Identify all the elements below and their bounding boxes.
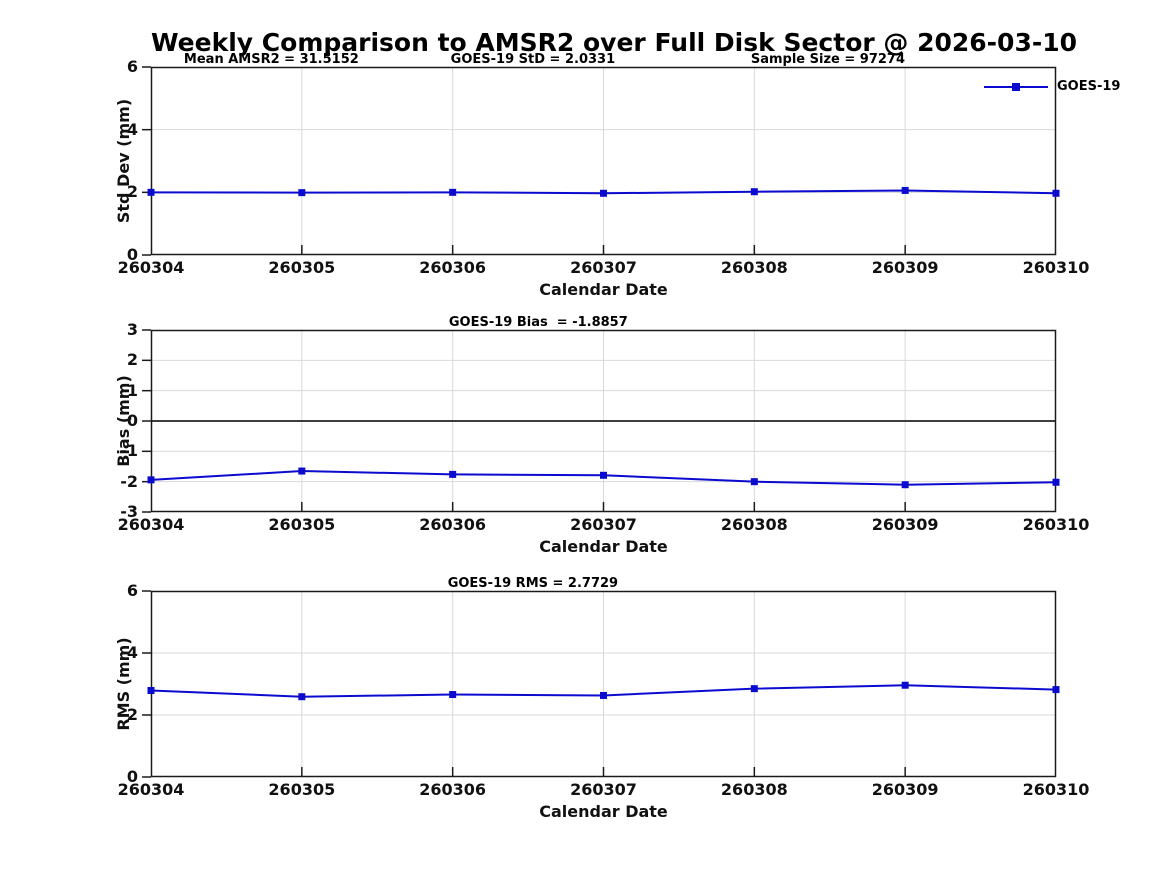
- y-tick-label: 4: [126, 643, 138, 662]
- stat-annotation: GOES-19 StD = 2.0331: [450, 52, 616, 67]
- stat-annotation: Sample Size = 97274: [750, 52, 906, 67]
- x-tick-label: 260304: [117, 515, 185, 534]
- x-tick-label: 260304: [117, 780, 185, 799]
- x-tick-label: 260310: [1022, 780, 1090, 799]
- y-tick-label: 6: [126, 581, 138, 600]
- y-tick-label: -1: [120, 441, 138, 461]
- x-axis-label: Calendar Date: [539, 802, 668, 821]
- x-tick-label: 260307: [570, 258, 637, 277]
- y-tick-label: -2: [120, 471, 138, 491]
- legend-line-marker: [984, 83, 1048, 91]
- x-tick-label: 260306: [419, 515, 487, 534]
- stat-annotation: GOES-19 RMS = 2.7729: [447, 576, 619, 591]
- x-tick-label: 260308: [720, 780, 788, 799]
- x-axis-label: Calendar Date: [539, 537, 668, 556]
- y-tick-label: 2: [126, 705, 138, 724]
- y-tick-label: 4: [126, 119, 138, 139]
- y-tick-label: 2: [126, 182, 138, 202]
- y-axis-label: RMS (mm): [114, 637, 133, 731]
- y-tick-label: 3: [126, 320, 138, 339]
- y-tick-label: -3: [120, 502, 138, 521]
- x-tick-label: 260309: [871, 780, 939, 799]
- x-tick-label: 260310: [1022, 258, 1090, 277]
- x-tick-label: 260309: [871, 515, 939, 534]
- y-axis-label: Std Dev (mm): [114, 98, 133, 224]
- x-axis-label: Calendar Date: [539, 280, 668, 299]
- y-tick-label: 0: [126, 245, 138, 264]
- x-tick-label: 260305: [268, 515, 336, 534]
- x-tick-label: 260305: [268, 258, 336, 277]
- y-tick-label: 2: [126, 350, 138, 370]
- y-tick-label: 0: [126, 767, 138, 786]
- x-tick-label: 260306: [419, 258, 487, 277]
- x-tick-label: 260307: [570, 780, 637, 799]
- x-tick-label: 260310: [1022, 515, 1090, 534]
- stat-annotation: Mean AMSR2 = 31.5152: [183, 52, 359, 67]
- y-axis-label: Bias (mm): [114, 375, 133, 467]
- stat-annotation: GOES-19 Bias = -1.8857: [448, 315, 628, 330]
- x-tick-label: 260309: [871, 258, 939, 277]
- plot-area-bias: [142, 329, 1060, 513]
- x-tick-label: 260308: [720, 258, 788, 277]
- x-tick-label: 260304: [117, 258, 185, 277]
- x-tick-label: 260305: [268, 780, 336, 799]
- legend: GOES-19: [983, 80, 1120, 94]
- figure-title: Weekly Comparison to AMSR2 over Full Dis…: [151, 28, 1078, 57]
- legend-label: GOES-19: [1057, 79, 1121, 94]
- x-tick-label: 260308: [720, 515, 788, 534]
- x-tick-label: 260306: [419, 780, 487, 799]
- y-tick-label: 1: [126, 380, 138, 400]
- y-tick-label: 0: [126, 411, 138, 430]
- x-tick-label: 260307: [570, 515, 637, 534]
- y-tick-label: 6: [126, 57, 138, 76]
- plot-area-rms: [142, 590, 1060, 778]
- plot-area-stddev: [142, 66, 1060, 256]
